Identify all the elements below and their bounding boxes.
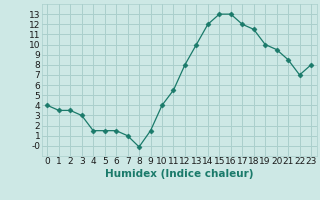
X-axis label: Humidex (Indice chaleur): Humidex (Indice chaleur): [105, 169, 253, 179]
